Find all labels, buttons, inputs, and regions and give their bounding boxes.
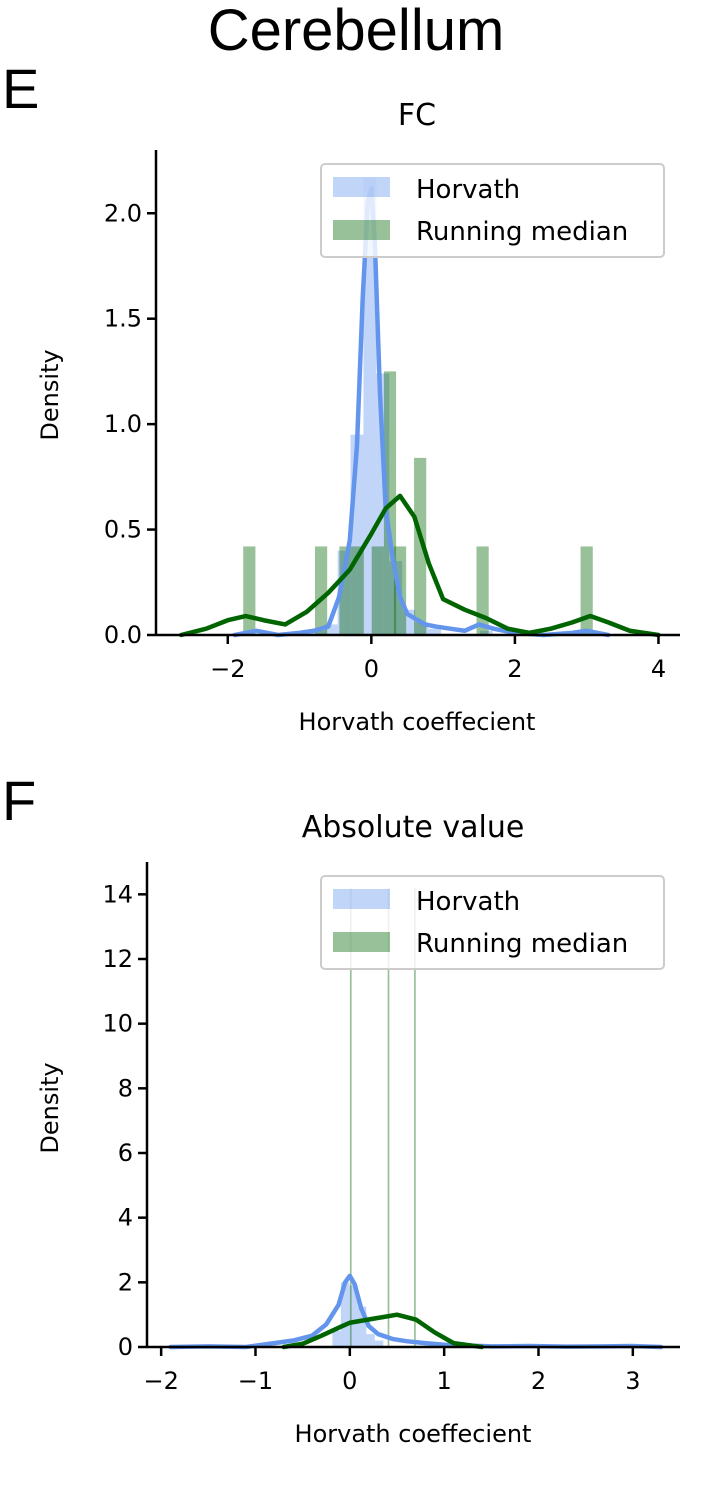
hist-bar-running-median [371,546,384,635]
y-tick-label: 1.5 [104,305,142,333]
legend-swatch-horvath [333,889,390,909]
legend-swatch-running-median [333,220,390,240]
y-tick-label: 12 [102,945,133,973]
x-tick-label: 0 [342,1367,357,1395]
x-tick-label: −1 [238,1367,273,1395]
suptitle: Cerebellum [208,0,505,63]
hist-bar-horvath [366,1334,375,1347]
hist-bar-horvath [332,1330,341,1347]
hist-bar-horvath [324,624,338,635]
x-tick-label: 3 [625,1367,640,1395]
hist-bar-running-median [414,887,416,1347]
x-tick-label: 2 [507,655,522,683]
y-tick-label: 4 [118,1204,133,1232]
y-tick-label: 0.5 [104,516,142,544]
hist-bar-running-median [351,546,364,635]
kde-line-running-median [178,493,661,638]
hist-bar-horvath [479,630,493,635]
hist-bar-horvath [428,628,441,635]
y-tick-label: 2.0 [104,199,142,227]
hist-bar-horvath [363,177,377,635]
y-tick-label: 1.0 [104,410,142,438]
hist-bar-horvath [311,630,325,635]
legend-frame [320,163,665,258]
hist-bar-horvath [340,1282,350,1347]
y-tick-label: 10 [102,1010,133,1038]
x-axis-label: Horvath coeffecient [295,1420,532,1448]
x-tick-label: 1 [437,1367,452,1395]
kde-line-running-median [281,1312,485,1350]
x-tick-label: −2 [143,1367,178,1395]
hist-bar-running-median [243,546,256,635]
x-tick-label: 2 [531,1367,546,1395]
x-tick-label: −2 [210,655,245,683]
y-tick-label: 8 [118,1074,133,1102]
panel-title: Absolute value [302,810,525,845]
y-tick-label: 0.0 [104,621,142,649]
plot-area [178,177,661,638]
panel-letter: E [2,57,39,120]
hist-bar-running-median [414,457,427,635]
y-tick-label: 14 [102,880,133,908]
hist-bar-running-median [349,887,352,1347]
x-tick-label: 0 [364,655,379,683]
legend-entry-running-median: Running median [416,217,628,247]
axes: −2 0 2 4 0.0 0.5 1.0 1.5 2.0 [104,150,680,683]
panel-letter: F [2,769,36,832]
y-tick-label: 0 [118,1333,133,1361]
hist-bar-horvath [374,1340,384,1347]
y-axis-label: Density [36,1062,64,1153]
legend-entry-horvath: Horvath [416,887,520,917]
legend-entry-running-median: Running median [416,929,628,959]
y-tick-label: 2 [118,1268,133,1296]
x-axis-label: Horvath coeffecient [299,708,536,736]
legend-swatch-running-median [333,932,390,952]
legend: Horvath Running median [320,163,665,258]
hist-bar-running-median [580,546,593,635]
legend: Horvath Running median [320,875,665,970]
panel-title: FC [398,98,436,133]
panel-e: E FC −2 0 2 4 0.0 0.5 1.0 1.5 2.0 Horvath coeffe… [2,57,680,736]
legend-entry-horvath: Horvath [416,175,520,205]
kde-line-horvath [168,1273,664,1350]
hist-bar-running-median [314,546,328,635]
x-tick-label: 4 [651,655,666,683]
hist-bar-horvath [376,373,390,635]
hist-bar-running-median [387,887,390,1347]
hist-bar-horvath [357,1306,367,1347]
hist-bar-horvath [349,1285,358,1347]
y-tick-label: 6 [118,1139,133,1167]
legend-swatch-horvath [333,177,390,197]
y-axis-label: Density [36,349,64,440]
hist-bar-running-median [476,546,489,635]
kde-line-horvath [232,185,611,638]
legend-frame [320,875,665,970]
